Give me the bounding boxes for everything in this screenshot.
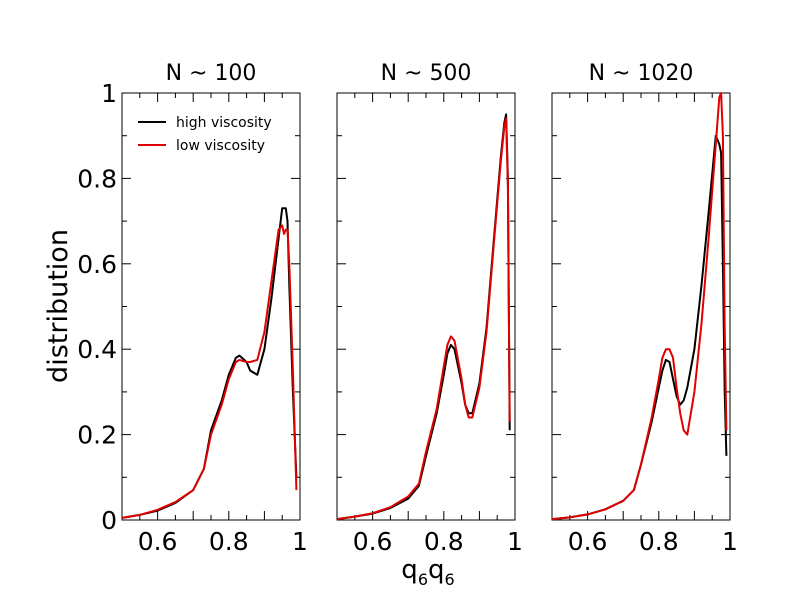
y-tick-label: 0 <box>101 506 117 535</box>
panel-2: N ~ 500 0.6 0.8 1 <box>336 61 523 556</box>
legend: high viscosity low viscosity <box>138 115 272 154</box>
series-line-low-viscosity <box>551 92 728 521</box>
series-line-high-viscosity <box>336 113 511 521</box>
x-label-subscript: 6 <box>418 570 428 589</box>
panel-title: N ~ 1020 <box>589 61 694 86</box>
x-tick-label: 0.8 <box>209 527 249 556</box>
x-label-base: q <box>401 555 418 585</box>
x-tick-label: 0.6 <box>568 527 608 556</box>
y-tick-label: 0.8 <box>77 164 117 193</box>
series-line-low-viscosity <box>336 117 511 521</box>
y-tick-label: 0.6 <box>77 250 117 279</box>
series-line-low-viscosity <box>121 224 298 519</box>
x-tick-label: 0.8 <box>639 527 679 556</box>
panel-title: N ~ 500 <box>381 61 472 86</box>
panel-3: N ~ 1020 0.6 0.8 1 <box>551 61 738 556</box>
x-tick-label: 0.8 <box>424 527 464 556</box>
y-tick-label: 0.4 <box>77 335 117 364</box>
legend-label: low viscosity <box>176 138 265 154</box>
y-tick-label: 1 <box>101 79 117 108</box>
series-line-high-viscosity <box>121 207 298 519</box>
x-tick-label: 1 <box>292 527 308 556</box>
legend-label: high viscosity <box>176 115 272 131</box>
x-tick-label: 0.6 <box>353 527 393 556</box>
x-tick-label: 0.6 <box>138 527 178 556</box>
panels-layer: N ~ 100 0 0.2 0.4 0.6 0.8 1 0.6 0.8 1 N ~ 500 0.6 0.… <box>77 61 738 556</box>
x-tick-label: 1 <box>507 527 523 556</box>
x-axis-label: q6q6 <box>401 555 454 589</box>
panel-1: N ~ 100 0 0.2 0.4 0.6 0.8 1 0.6 0.8 1 <box>77 61 308 556</box>
x-tick-label: 1 <box>722 527 738 556</box>
x-label-subscript: 6 <box>445 570 455 589</box>
panel-frame <box>121 92 301 521</box>
x-label-base: q <box>428 555 445 585</box>
y-axis-label: distribution <box>43 229 74 383</box>
panel-title: N ~ 100 <box>166 61 257 86</box>
y-tick-label: 0.2 <box>77 421 117 450</box>
